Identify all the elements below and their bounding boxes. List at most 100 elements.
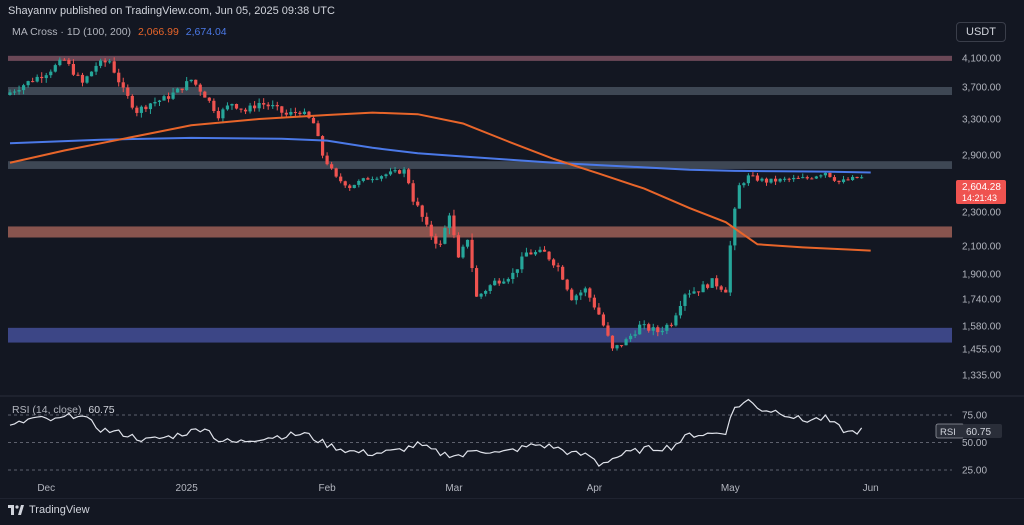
candle-body <box>547 251 551 260</box>
candle-body <box>850 176 855 181</box>
candle-body <box>121 82 125 88</box>
candle-body <box>243 109 248 112</box>
price-chart[interactable]: 4,100.003,700.003,300.002,900.002,500.00… <box>0 0 1024 498</box>
footer-bar: TradingView <box>0 498 1024 525</box>
candle-body <box>828 172 832 178</box>
price-tick-label: 4,100.00 <box>962 54 1001 65</box>
candle-body <box>438 243 442 245</box>
candle-body <box>320 136 325 156</box>
candle-body <box>139 106 143 113</box>
candle-body <box>728 245 732 293</box>
candle-body <box>189 79 193 82</box>
candle-body <box>239 108 243 110</box>
candle-body <box>624 339 628 346</box>
candle-body <box>561 266 565 280</box>
candle-body <box>524 252 529 257</box>
price-tick-label: 2,100.00 <box>962 242 1001 253</box>
candle-body <box>760 178 764 181</box>
candle-body <box>565 279 569 290</box>
candle-body <box>126 87 130 96</box>
candle-body <box>334 168 338 177</box>
candle-body <box>696 291 701 293</box>
candle-body <box>416 201 420 206</box>
axes-layer: 4,100.003,700.003,300.002,900.002,500.00… <box>37 54 1001 495</box>
candle-body <box>502 281 506 284</box>
candle-body <box>751 175 755 177</box>
candle-body <box>746 175 750 184</box>
candle-body <box>420 205 424 217</box>
candle-body <box>710 278 714 288</box>
publisher-line: Shayannv published on TradingView.com, J… <box>8 5 335 17</box>
candle-body <box>447 215 452 228</box>
candle-body <box>31 81 35 83</box>
time-tick-label: Feb <box>318 483 336 494</box>
candle-body <box>289 111 293 115</box>
candle-body <box>352 184 356 189</box>
candle-body <box>17 90 21 92</box>
rsi-value-tag-bg <box>962 424 1002 438</box>
candle-body <box>511 272 515 279</box>
candle-body <box>792 177 796 180</box>
candle-body <box>162 96 166 101</box>
candle-body <box>307 111 311 118</box>
candle-body <box>207 97 211 101</box>
candle-body <box>293 111 297 113</box>
time-tick-label: May <box>721 483 740 494</box>
time-tick-label: 2025 <box>176 483 199 494</box>
candle-body <box>619 345 624 347</box>
candle-body <box>94 65 98 72</box>
candle-body <box>719 286 723 290</box>
candle-body <box>724 289 728 293</box>
candle-body <box>837 180 841 183</box>
candle-body <box>49 71 53 76</box>
candle-body <box>348 185 352 189</box>
rsi-legend[interactable]: RSI (14, close) 60.75 <box>12 404 115 416</box>
candle-body <box>221 109 225 119</box>
candle-body <box>515 269 519 273</box>
candle-body <box>715 278 719 287</box>
candle-body <box>343 181 347 186</box>
price-tag-countdown: 14:21:43 <box>962 193 997 203</box>
rsi-value-tag: 60.75 <box>966 427 991 438</box>
candle-body <box>642 324 646 326</box>
candle-body <box>819 175 823 177</box>
candle-body <box>651 327 655 331</box>
candle-body <box>262 103 266 105</box>
candle-body <box>266 104 270 107</box>
candle-body <box>361 178 365 181</box>
candle-body <box>253 105 257 109</box>
candle-body <box>742 183 746 186</box>
currency-button[interactable]: USDT <box>956 22 1006 42</box>
price-tick-label: 2,300.00 <box>962 208 1001 219</box>
candle-body <box>62 59 66 61</box>
candle-body <box>157 100 162 102</box>
candle-body <box>153 101 157 104</box>
candle-body <box>198 84 202 92</box>
candle-body <box>316 123 320 137</box>
price-tick-label: 3,300.00 <box>962 115 1001 126</box>
candle-body <box>166 96 171 99</box>
candle-body <box>425 216 429 225</box>
candle-body <box>805 177 809 179</box>
price-tick-label: 1,455.00 <box>962 345 1001 356</box>
candle-body <box>778 178 782 182</box>
candle-body <box>185 81 189 91</box>
candle-body <box>787 178 791 180</box>
time-tick-label: Apr <box>587 483 603 494</box>
candle-body <box>379 176 384 179</box>
candle-body <box>212 100 216 112</box>
zone-2 <box>8 161 952 169</box>
candle-body <box>298 112 302 115</box>
zone-0 <box>8 55 952 61</box>
candle-body <box>429 224 433 237</box>
ma-cross-legend[interactable]: MA Cross · 1D (100, 200) 2,066.99 2,674.… <box>12 26 227 38</box>
candle-body <box>44 75 48 79</box>
candle-body <box>135 107 139 113</box>
candle-body <box>556 265 560 267</box>
candle-body <box>606 325 610 336</box>
candle-body <box>257 103 261 109</box>
candle-body <box>841 179 846 183</box>
tradingview-logo[interactable]: TradingView <box>8 504 90 516</box>
time-tick-label: Dec <box>37 483 55 494</box>
candle-body <box>814 176 818 179</box>
